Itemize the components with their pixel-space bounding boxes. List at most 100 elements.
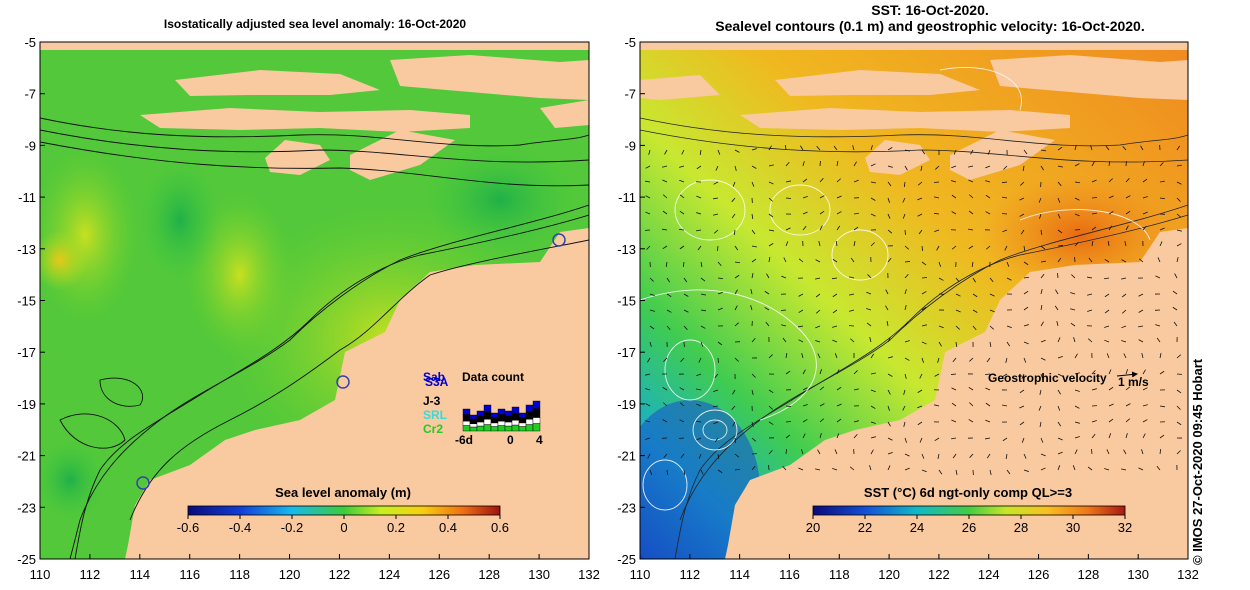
velocity-arrow — [815, 277, 821, 280]
velocity-arrow — [1004, 245, 1008, 251]
velocity-arrow — [645, 420, 651, 423]
velocity-arrow — [785, 180, 791, 183]
velocity-arrow — [717, 245, 719, 252]
imos-credit: © IMOS 27-Oct-2020 09:45 Hobart — [1190, 358, 1205, 565]
velocity-arrow — [985, 211, 991, 215]
velocity-arrow — [853, 161, 857, 167]
velocity-arrow — [1108, 403, 1114, 407]
velocity-arrow — [1105, 145, 1110, 151]
velocity-arrow — [989, 341, 992, 347]
velocity-arrow — [836, 433, 840, 439]
velocity-arrow — [662, 419, 668, 423]
satellite-label: S3A — [425, 375, 449, 389]
velocity-arrow — [700, 277, 706, 282]
velocity-arrow — [1125, 386, 1131, 391]
velocity-arrow — [1040, 305, 1043, 311]
velocity-arrow — [1121, 309, 1127, 314]
velocity-arrow — [985, 245, 991, 250]
velocity-arrow — [1073, 337, 1076, 343]
sla-colorbar-tick-label: -0.6 — [177, 520, 199, 535]
sla-lat-tick-label: -23 — [17, 500, 36, 515]
data-count-bar-segment — [469, 426, 478, 432]
velocity-arrow — [785, 197, 792, 199]
velocity-arrow — [734, 305, 738, 311]
velocity-arrow — [662, 194, 668, 199]
sst-lat-tick-label: -25 — [617, 552, 636, 567]
velocity-arrow — [1159, 353, 1162, 359]
velocity-arrow — [1138, 467, 1144, 471]
velocity-arrow — [1074, 242, 1079, 247]
velocity-arrow — [731, 197, 736, 203]
satellite-label: Cr2 — [423, 422, 443, 436]
velocity-arrow — [969, 194, 974, 199]
velocity-arrow — [921, 245, 923, 252]
velocity-arrow — [697, 245, 702, 251]
sla-negative-anomaly — [40, 440, 105, 520]
velocity-arrow — [850, 257, 855, 263]
velocity-arrow — [870, 421, 876, 424]
velocity-arrow — [1056, 321, 1059, 327]
velocity-arrow — [1107, 241, 1110, 247]
velocity-arrow — [935, 165, 940, 170]
velocity-arrow — [734, 165, 737, 171]
velocity-arrow — [937, 453, 940, 459]
velocity-arrow — [666, 293, 672, 298]
velocity-arrow — [815, 259, 821, 263]
velocity-arrow — [938, 277, 944, 281]
velocity-arrow — [696, 195, 702, 199]
sst-colorbar-tick-label: 32 — [1118, 520, 1132, 535]
sla-lat-tick-label: -19 — [17, 397, 36, 412]
velocity-arrow — [1125, 178, 1130, 183]
data-count-bar-segment — [525, 404, 534, 412]
velocity-arrow — [714, 437, 719, 443]
velocity-arrow — [664, 149, 668, 155]
velocity-arrow — [869, 337, 872, 343]
velocity-arrow — [1057, 181, 1062, 187]
sla-lon-tick-label: 118 — [229, 567, 250, 582]
velocity-arrow — [904, 261, 911, 263]
velocity-arrow — [1091, 161, 1095, 167]
velocity-arrow — [1074, 372, 1080, 375]
velocity-arrow — [798, 467, 804, 471]
velocity-arrow — [955, 469, 958, 475]
velocity-arrow — [751, 465, 756, 471]
sst-lat-tick-label: -23 — [617, 500, 636, 515]
velocity-arrow — [713, 213, 719, 216]
velocity-arrow — [802, 195, 808, 199]
velocity-arrow — [1176, 405, 1181, 410]
velocity-arrow — [700, 469, 704, 475]
velocity-arrow — [750, 305, 753, 311]
velocity-arrow — [679, 194, 685, 199]
data-count-bar-segment — [476, 425, 485, 432]
velocity-arrow — [1176, 389, 1182, 394]
velocity-arrow — [968, 165, 974, 168]
velocity-arrow — [1122, 145, 1127, 151]
velocity-arrow — [917, 197, 923, 201]
sst-lat-tick-label: -15 — [617, 294, 636, 309]
velocity-arrow — [1002, 373, 1008, 377]
velocity-arrow — [1019, 197, 1025, 201]
velocity-arrow — [734, 274, 740, 279]
velocity-arrow — [834, 449, 838, 455]
velocity-arrow — [717, 453, 720, 459]
left-map-title: Isostatically adjusted sea level anomaly… — [163, 17, 467, 31]
data-count-bar-segment — [483, 424, 492, 432]
sst-lon-tick-label: 116 — [779, 567, 800, 582]
velocity-arrow — [700, 325, 706, 329]
velocity-arrow — [1159, 405, 1165, 408]
velocity-arrow — [1108, 369, 1112, 375]
velocity-arrow — [921, 261, 927, 266]
velocity-arrow — [1040, 273, 1045, 279]
velocity-arrow — [1121, 259, 1127, 263]
velocity-arrow — [798, 293, 804, 297]
velocity-arrow — [1123, 449, 1127, 455]
land-north-edge — [640, 42, 1188, 50]
velocity-arrow — [1022, 165, 1025, 171]
data-count-bar-segment — [532, 417, 541, 424]
velocity-arrow — [1023, 245, 1026, 252]
data-count-axis-label: 4 — [536, 433, 543, 447]
velocity-arrow — [921, 149, 926, 155]
velocity-arrow — [1172, 306, 1178, 311]
data-count-bar-segment — [497, 414, 506, 422]
velocity-arrow — [870, 353, 875, 359]
